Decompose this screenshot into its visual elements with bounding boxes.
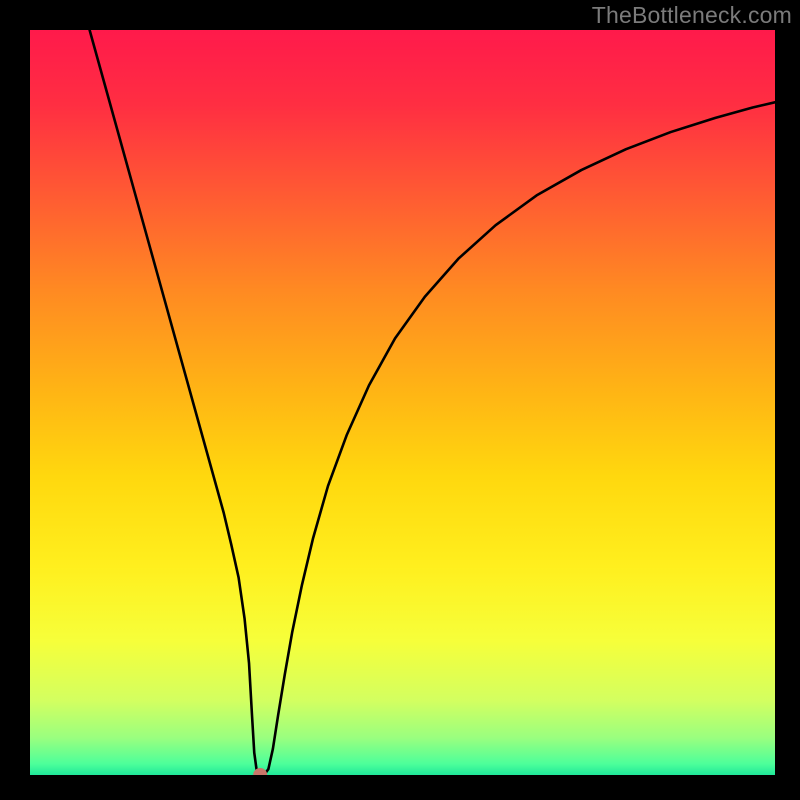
watermark-text: TheBottleneck.com	[592, 2, 792, 29]
plot-area	[30, 30, 775, 775]
bottleneck-curve	[30, 30, 775, 775]
optimal-point-marker	[30, 30, 775, 775]
chart-frame: TheBottleneck.com	[0, 0, 800, 800]
